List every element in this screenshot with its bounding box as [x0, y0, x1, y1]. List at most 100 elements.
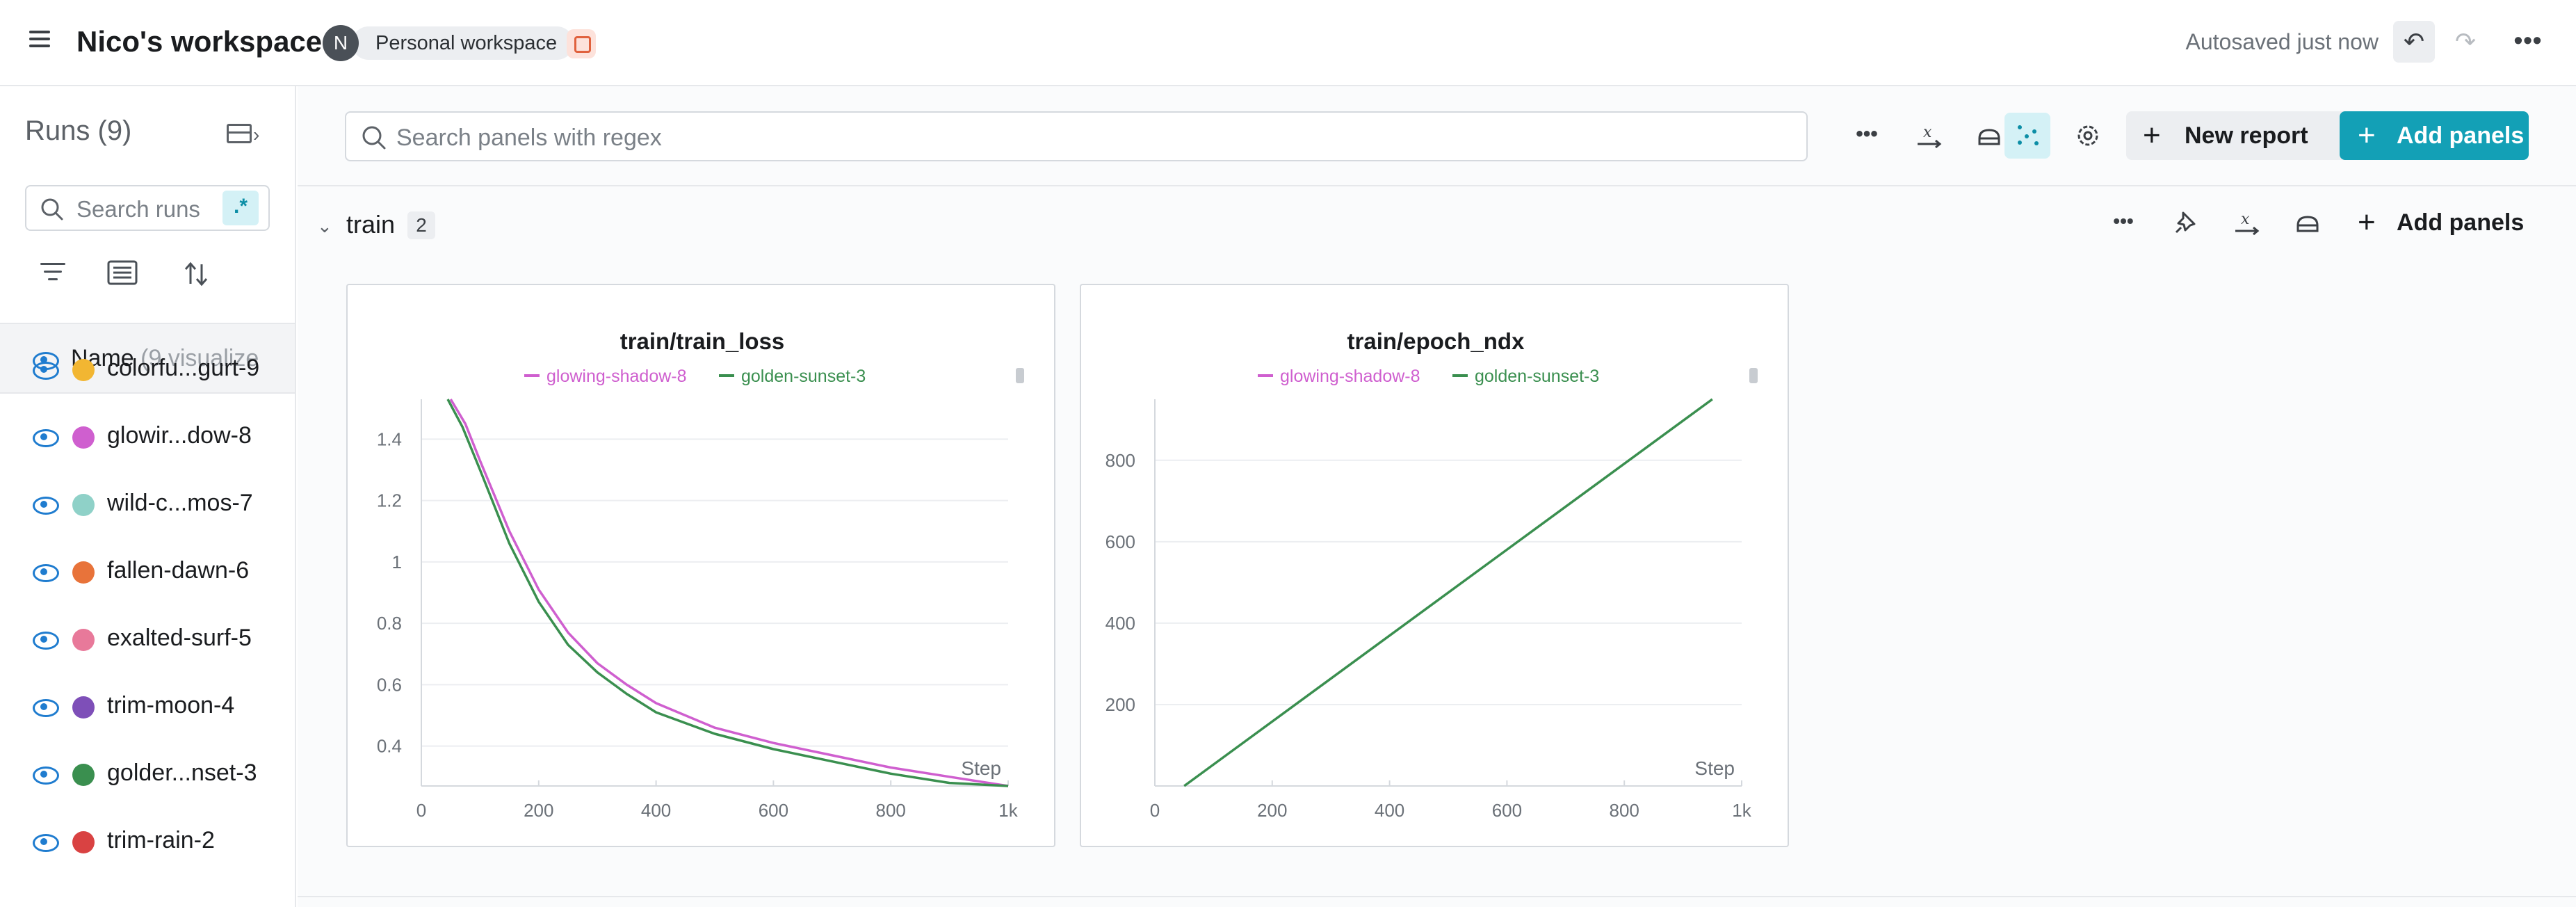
y-tick-label: 1.2 — [377, 490, 402, 511]
outliers-icon[interactable] — [2004, 113, 2050, 159]
name-column-hint: (9 visualize — [140, 345, 259, 371]
chevron-down-icon[interactable]: ⌄ — [317, 216, 332, 236]
redo-icon: ↷ — [2454, 27, 2477, 56]
run-color-swatch[interactable] — [72, 831, 95, 853]
autosave-status: Autosaved just now — [2185, 29, 2379, 54]
y-tick-label: 1 — [392, 552, 402, 572]
run-name[interactable]: golder...nset-3 — [107, 760, 257, 786]
x-tick-label: 200 — [1257, 800, 1287, 821]
run-row[interactable]: fallen-dawn-6 — [0, 538, 295, 604]
section-add-panels-label: Add panels — [2397, 209, 2525, 236]
settings-icon[interactable] — [2065, 113, 2111, 159]
visibility-icon[interactable] — [33, 766, 59, 785]
workspace-badge[interactable]: Personal workspace — [352, 26, 574, 60]
x-tick-label: 0 — [1150, 800, 1160, 821]
run-color-swatch[interactable] — [72, 494, 95, 516]
section-more-icon[interactable]: ••• — [2113, 210, 2134, 232]
smoothing-icon[interactable] — [1966, 113, 2012, 159]
workspace-title[interactable]: Nico's workspace — [76, 25, 323, 58]
series-line — [446, 399, 1009, 787]
main-workspace: Search panels with regex ••• x + New repo… — [298, 86, 2576, 907]
run-color-swatch[interactable] — [72, 359, 95, 381]
y-tick-label: 0.6 — [377, 674, 402, 695]
y-tick-label: 800 — [1105, 450, 1135, 471]
regex-toggle[interactable]: .* — [222, 191, 259, 225]
visibility-icon[interactable] — [33, 632, 59, 650]
visibility-icon[interactable] — [33, 699, 59, 717]
run-color-swatch[interactable] — [72, 764, 95, 786]
menu-icon[interactable] — [29, 31, 50, 47]
run-color-swatch[interactable] — [72, 561, 95, 584]
visibility-icon[interactable] — [33, 362, 59, 380]
run-name[interactable]: trim-rain-2 — [107, 827, 215, 853]
redo-button[interactable]: ↷ — [2445, 21, 2486, 63]
svg-text:x: x — [2241, 211, 2250, 228]
runs-sidebar: Runs (9) › Search runs .* Name (9 visual… — [0, 86, 296, 907]
y-tick-label: 0.8 — [377, 613, 402, 634]
section-title[interactable]: train — [346, 210, 396, 239]
smoothing-icon[interactable] — [2287, 202, 2328, 243]
section-add-panels-button[interactable]: + Add panels — [2352, 202, 2533, 243]
runs-title: Runs (9) — [25, 115, 132, 146]
add-panels-button[interactable]: + Add panels — [2340, 111, 2529, 160]
group-icon[interactable] — [107, 260, 138, 288]
chart-panel-epoch-ndx[interactable]: train/epoch_ndx glowing-shadow-8 golden-su… — [1080, 284, 1789, 847]
legend-label: golden-sunset-3 — [741, 367, 866, 386]
run-row[interactable]: golder...nset-3 — [0, 740, 295, 807]
sort-icon[interactable] — [182, 260, 213, 288]
x-tick-label: 1k — [1732, 800, 1751, 821]
visibility-icon[interactable] — [33, 429, 59, 447]
new-report-button[interactable]: + New report — [2126, 111, 2350, 160]
legend-label: golden-sunset-3 — [1475, 367, 1599, 386]
more-options-icon[interactable]: ••• — [1856, 122, 1878, 145]
plus-icon: + — [2358, 205, 2376, 239]
run-name[interactable]: glowir...dow-8 — [107, 422, 252, 449]
sidebar-divider — [0, 323, 295, 324]
x-axis-icon[interactable]: x — [2226, 202, 2267, 243]
chart-epoch-ndx: train/epoch_ndx glowing-shadow-8 golden-su… — [1105, 328, 1758, 821]
run-row[interactable]: colorfu...gurt-9 — [0, 335, 295, 402]
legend-scroll-handle — [1749, 368, 1758, 383]
x-tick-label: 800 — [876, 800, 906, 821]
search-icon — [41, 198, 63, 220]
section-bottom-divider — [298, 896, 2576, 897]
run-name[interactable]: wild-c...mos-7 — [107, 490, 253, 516]
plus-icon: + — [2358, 118, 2376, 152]
chart-panel-train-loss[interactable]: train/train_loss glowing-shadow-8 golden-s… — [346, 284, 1055, 847]
run-name[interactable]: exalted-surf-5 — [107, 625, 252, 651]
expand-table-icon[interactable]: › — [227, 122, 266, 146]
chart-train-loss: train/train_loss glowing-shadow-8 golden-s… — [377, 328, 1024, 821]
search-panels-input[interactable]: Search panels with regex — [345, 111, 1808, 161]
filter-icon[interactable] — [38, 263, 68, 291]
run-name[interactable]: trim-moon-4 — [107, 692, 235, 719]
x-axis-icon[interactable]: x — [1906, 113, 1952, 159]
visibility-icon[interactable] — [33, 834, 59, 852]
y-tick-label: 0.4 — [377, 736, 402, 757]
run-row[interactable]: trim-moon-4 — [0, 673, 295, 739]
add-panels-label: Add panels — [2397, 122, 2525, 149]
run-row[interactable]: exalted-surf-5 — [0, 605, 295, 672]
name-column-header[interactable]: Name (9 visualize — [0, 324, 295, 394]
undo-button[interactable]: ↶ — [2393, 21, 2435, 63]
run-name[interactable]: fallen-dawn-6 — [107, 557, 250, 584]
run-color-swatch[interactable] — [72, 696, 95, 719]
more-options-icon[interactable]: ••• — [2513, 26, 2543, 54]
run-name[interactable]: colorfu...gurt-9 — [107, 355, 260, 381]
x-tick-label: 1k — [998, 800, 1018, 821]
visibility-icon[interactable] — [33, 497, 59, 515]
visibility-icon[interactable] — [33, 564, 59, 582]
run-row[interactable]: trim-rain-2 — [0, 808, 295, 874]
undo-icon: ↶ — [2403, 27, 2425, 56]
x-axis-label: Step — [1694, 757, 1735, 779]
name-column-label: Name (9 visualize — [71, 345, 259, 372]
legend-label: glowing-shadow-8 — [546, 367, 687, 386]
chart-title: train/train_loss — [620, 328, 785, 354]
x-tick-label: 600 — [1492, 800, 1522, 821]
report-icon[interactable] — [567, 29, 596, 58]
pin-icon[interactable] — [2165, 202, 2207, 243]
run-color-swatch[interactable] — [72, 426, 95, 449]
search-runs-input[interactable]: Search runs — [25, 185, 270, 231]
run-row[interactable]: wild-c...mos-7 — [0, 470, 295, 537]
run-row[interactable]: glowir...dow-8 — [0, 403, 295, 469]
run-color-swatch[interactable] — [72, 629, 95, 651]
